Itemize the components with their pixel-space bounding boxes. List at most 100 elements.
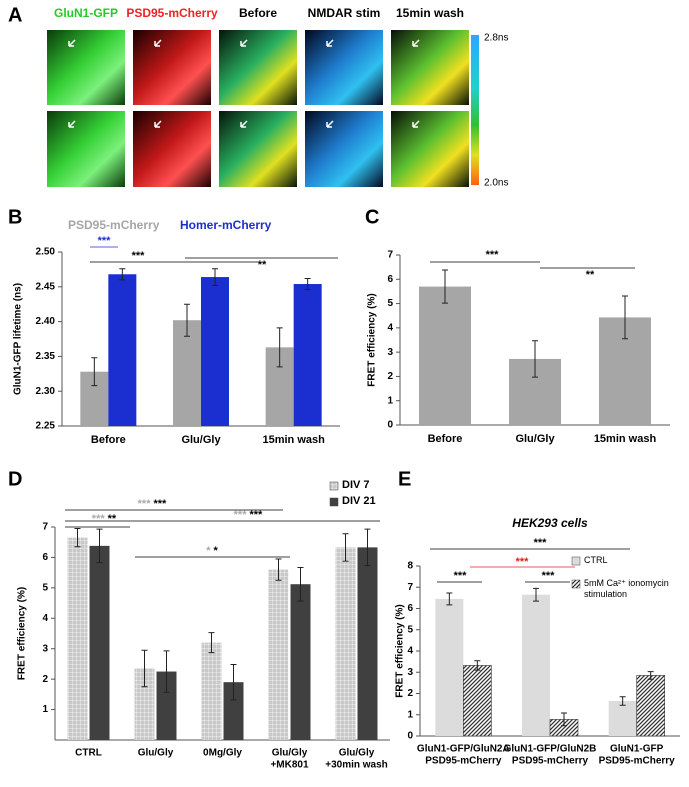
chart-title: HEK293 cells xyxy=(512,516,588,530)
significance-part: *** xyxy=(98,235,112,247)
micrograph xyxy=(305,30,383,105)
bar xyxy=(290,584,311,740)
column-label: PSD95-mCherry xyxy=(126,6,218,20)
significance-part: * xyxy=(214,545,219,557)
y-tick-label: 2.25 xyxy=(36,421,56,432)
y-tick-label: 0 xyxy=(387,420,393,431)
arrow xyxy=(68,39,76,47)
y-tick-label: 5 xyxy=(387,298,393,309)
panel-label: A xyxy=(8,4,22,26)
significance-part: *** xyxy=(250,509,264,521)
y-tick-label: 1 xyxy=(42,704,48,715)
bar xyxy=(67,537,88,740)
y-tick-label: 5 xyxy=(42,582,48,593)
significance-part: *** xyxy=(454,570,468,582)
significance-part: ** xyxy=(258,259,267,271)
error-bar xyxy=(364,528,371,567)
bar xyxy=(89,545,110,740)
arrow xyxy=(68,120,76,128)
significance-label: *** ** xyxy=(92,513,117,525)
error-bar xyxy=(342,533,349,562)
panel-label: B xyxy=(8,206,22,228)
legend-label: DIV 21 xyxy=(342,495,376,507)
error-bar xyxy=(561,712,567,727)
x-tick-label: Glu/Gly xyxy=(181,434,221,446)
micrograph xyxy=(305,111,383,187)
arrow xyxy=(154,39,162,47)
x-tick-label: GluN1-GFP xyxy=(610,744,664,755)
y-tick-label: 1 xyxy=(407,709,413,720)
significance-label: *** xyxy=(486,249,500,261)
micrograph xyxy=(391,111,469,187)
legend-label: 5mM Ca²⁺ ionomycin stimulation xyxy=(584,578,669,599)
error-bar xyxy=(276,327,283,368)
significance-label: *** xyxy=(454,570,468,582)
significance-label: ** xyxy=(258,259,267,271)
panel-label: D xyxy=(8,468,22,490)
bar xyxy=(357,547,378,740)
arrow xyxy=(154,120,162,128)
legend-label: CTRL xyxy=(584,555,608,565)
error-bar xyxy=(184,303,190,337)
y-tick-label: 7 xyxy=(387,250,393,261)
arrow xyxy=(240,39,248,47)
arrow xyxy=(240,120,248,128)
y-tick-label: 2.40 xyxy=(36,316,56,327)
y-tick-label: 2 xyxy=(42,674,48,685)
error-bar xyxy=(647,671,654,680)
significance-label: *** *** xyxy=(234,509,263,521)
colorbar xyxy=(471,35,479,185)
error-bar xyxy=(532,340,538,378)
micrograph xyxy=(47,111,125,187)
legend-label: Homer-mCherry xyxy=(180,218,272,232)
x-tick-label: 15min wash xyxy=(262,434,325,446)
error-bar xyxy=(208,632,215,654)
significance-label: *** xyxy=(98,235,112,247)
y-tick-label: 3 xyxy=(42,643,48,654)
significance-part: *** xyxy=(486,249,500,261)
bar xyxy=(636,675,665,737)
error-bar xyxy=(230,664,237,701)
colorbar-label: 2.8ns xyxy=(484,33,508,44)
y-tick-label: 2 xyxy=(407,688,413,699)
x-tick-label: PSD95-mCherry xyxy=(425,756,502,767)
y-tick-label: 1 xyxy=(387,395,393,406)
error-bar xyxy=(119,268,126,281)
error-bar xyxy=(297,566,304,602)
y-axis-label: FRET efficiency (%) xyxy=(17,587,28,680)
significance-part: *** xyxy=(542,570,556,582)
significance-label: *** xyxy=(132,250,146,262)
panel-label: E xyxy=(398,468,411,490)
significance-label: *** xyxy=(542,570,556,582)
bar xyxy=(335,547,356,740)
micrograph xyxy=(133,30,211,105)
error-bar xyxy=(619,696,626,706)
column-label: NMDAR stim xyxy=(308,6,381,20)
arrow xyxy=(326,39,334,47)
y-axis-label: GluN1-GFP lifetime (ns) xyxy=(13,283,24,395)
significance-label: ** xyxy=(586,269,595,281)
x-tick-label: Glu/Gly xyxy=(515,433,555,445)
y-tick-label: 7 xyxy=(407,582,413,593)
significance-label: *** *** xyxy=(138,498,167,510)
legend-label: DIV 7 xyxy=(342,479,370,491)
x-tick-label: Before xyxy=(428,433,463,445)
x-tick-label: Glu/Gly xyxy=(138,748,174,759)
x-tick-label: +MK801 xyxy=(270,760,309,771)
bar xyxy=(419,286,471,425)
significance-part: *** xyxy=(138,498,152,510)
bar xyxy=(173,320,201,426)
error-bar xyxy=(91,357,98,387)
error-bar xyxy=(622,295,628,340)
panel-label: C xyxy=(365,206,379,228)
column-label: GluN1-GFP xyxy=(54,6,118,20)
micrograph xyxy=(391,30,469,105)
micrograph xyxy=(47,30,125,105)
error-bar xyxy=(74,528,81,548)
bar xyxy=(435,598,464,736)
legend-swatch xyxy=(329,497,339,507)
y-tick-label: 4 xyxy=(407,646,413,657)
x-tick-label: PSD95-mCherry xyxy=(599,756,676,767)
x-tick-label: Glu/Gly xyxy=(272,748,308,759)
